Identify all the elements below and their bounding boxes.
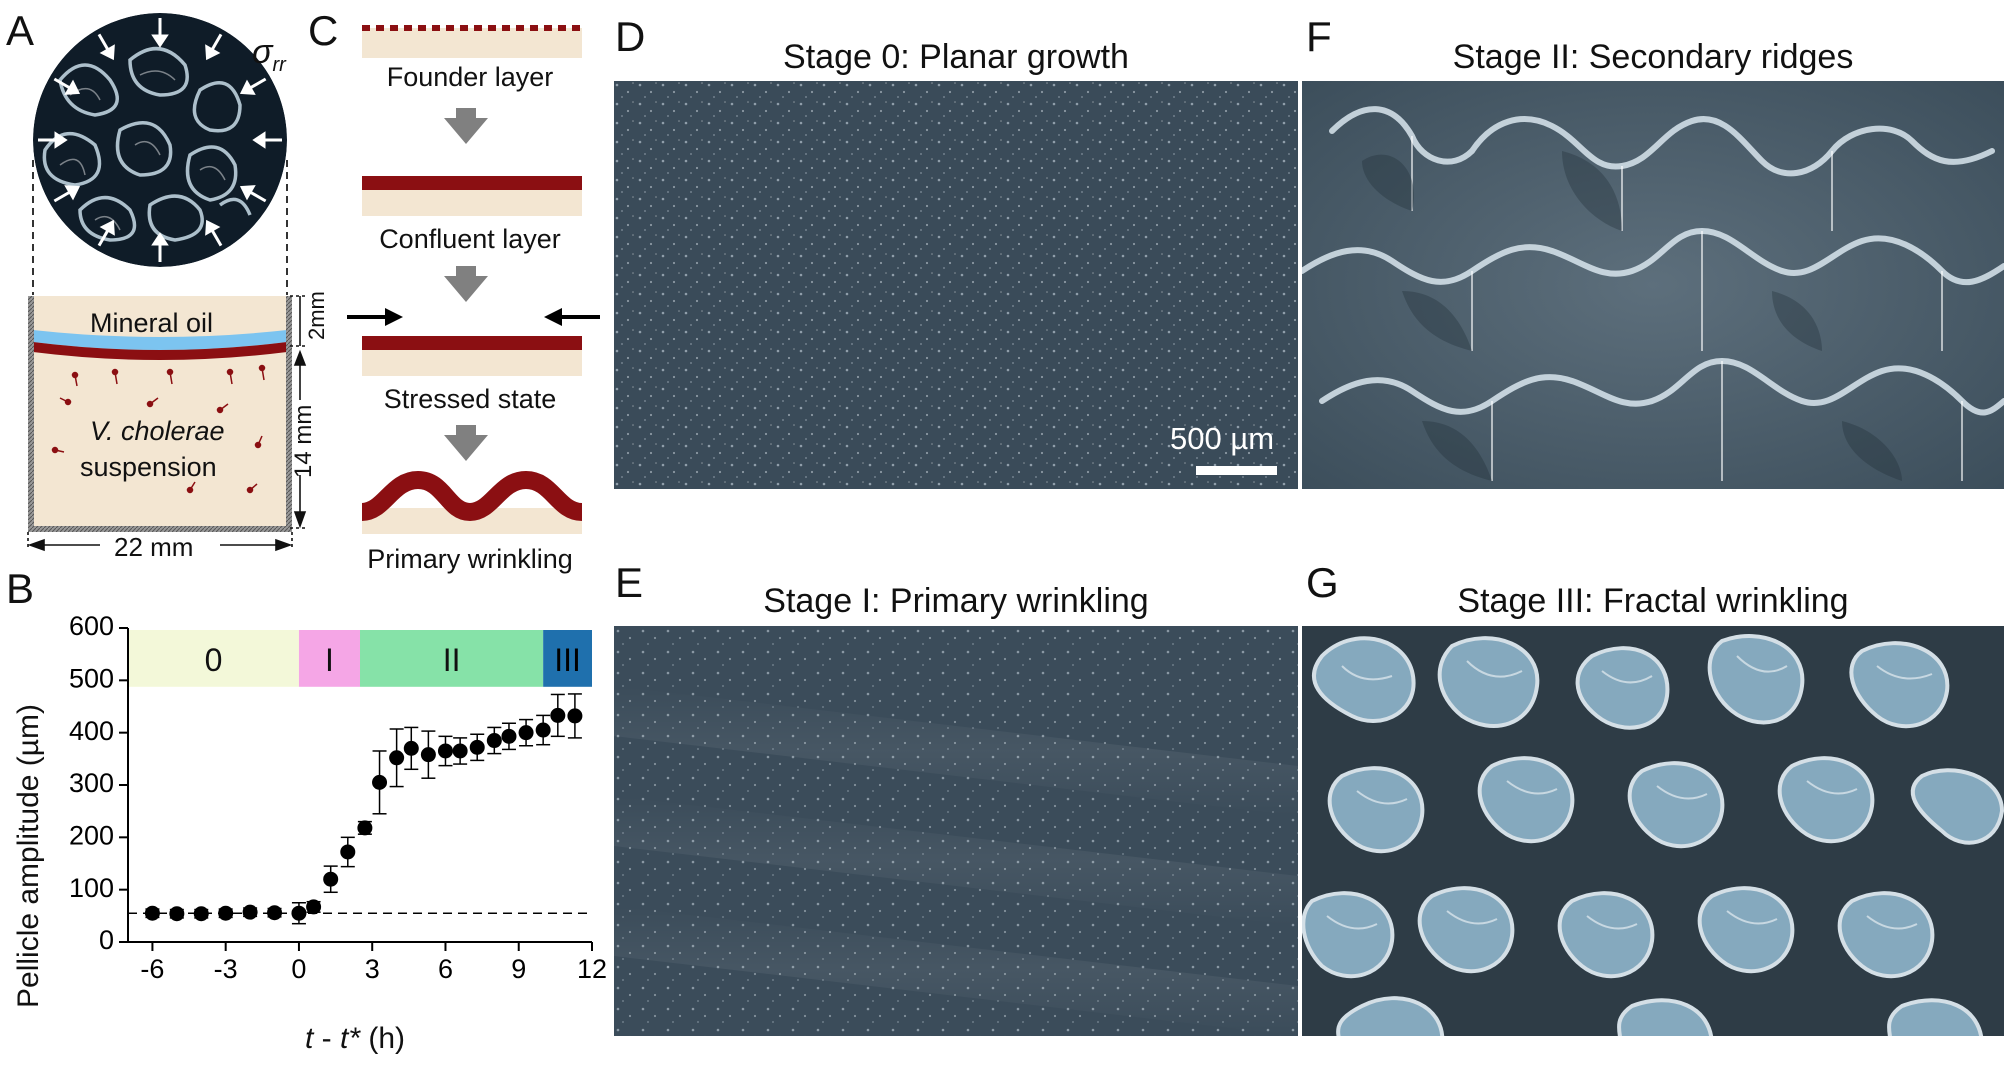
stage2-photo: [1302, 81, 2004, 489]
sigma-label: σrr: [252, 33, 286, 76]
data-point: [550, 707, 566, 723]
y-tick-label: 200: [69, 820, 114, 850]
stage-label: II: [443, 642, 461, 678]
stress-arrows: [38, 18, 282, 262]
oil-layer: [33, 330, 287, 350]
chart-y-label: Pellicle amplitude (µm): [12, 703, 45, 1008]
x-tick-label: 3: [365, 954, 380, 984]
x-tick-label: -6: [140, 954, 164, 984]
step-confluent-layer: Confluent layer: [379, 224, 561, 254]
data-point: [437, 743, 453, 759]
data-point: [267, 905, 283, 921]
stage-band: [543, 630, 592, 687]
panel-a-diagram: [27, 13, 307, 552]
data-point: [357, 820, 373, 836]
x-tick-label: 9: [511, 954, 526, 984]
stage-label: I: [325, 642, 334, 678]
step-founder-layer: Founder layer: [386, 62, 554, 92]
data-point: [218, 905, 234, 921]
stage-band: [360, 630, 544, 687]
dim-2mm: 2mm: [304, 291, 329, 340]
dim-14mm: 14 mm: [290, 404, 317, 478]
panel-label-c: C: [308, 7, 339, 54]
panel-label-b: B: [6, 565, 35, 612]
scale-bar-label: 500 µm: [1170, 421, 1275, 456]
data-point: [306, 899, 322, 915]
data-point: [169, 906, 185, 922]
data-point: [372, 774, 388, 790]
down-arrow-icon: [444, 425, 488, 461]
pellicle-photo-circle: [33, 13, 287, 267]
x-tick-label: -3: [214, 954, 238, 984]
panel-g-title: Stage III: Fractal wrinkling: [1457, 582, 1849, 620]
stage1-photo: [614, 626, 1298, 1036]
step-primary-wrinkling: Primary wrinkling: [367, 544, 573, 574]
stage-band: [298, 630, 360, 687]
y-tick-label: 0: [99, 925, 114, 955]
panel-d-title: Stage 0: Planar growth: [783, 38, 1129, 76]
data-point: [403, 740, 419, 756]
data-point: [501, 728, 517, 744]
down-arrow-icon: [444, 266, 488, 302]
mineral-oil-label: Mineral oil: [90, 308, 214, 338]
stage-label: III: [554, 642, 581, 678]
compression-arrow-left-icon: [347, 308, 403, 326]
y-tick-label: 500: [69, 663, 114, 693]
step-stressed-state: Stressed state: [383, 384, 557, 414]
data-point: [193, 906, 209, 922]
panel-label-e: E: [615, 559, 644, 606]
species-label: V. cholerae: [90, 416, 225, 446]
data-point: [486, 733, 502, 749]
data-point: [340, 844, 356, 860]
data-point: [469, 739, 485, 755]
data-point: [291, 905, 307, 921]
data-point: [535, 722, 551, 738]
y-tick-label: 100: [69, 873, 114, 903]
x-tick-label: 6: [438, 954, 453, 984]
y-tick-label: 300: [69, 768, 114, 798]
suspension-label: suspension: [80, 452, 217, 482]
panel-e-title: Stage I: Primary wrinkling: [763, 582, 1149, 620]
data-point: [567, 708, 583, 724]
stage-band: [128, 630, 299, 687]
data-point: [144, 905, 160, 921]
down-arrow-icon: [444, 108, 488, 144]
panel-label-a: A: [6, 7, 35, 54]
panel-f-title: Stage II: Secondary ridges: [1452, 38, 1854, 76]
dim-22mm: 22 mm: [114, 532, 194, 562]
data-point: [420, 747, 436, 763]
data-point: [452, 743, 468, 759]
y-tick-label: 600: [69, 611, 114, 641]
x-tick-label: 0: [291, 954, 306, 984]
y-tick-label: 400: [69, 716, 114, 746]
scale-bar: [1196, 466, 1277, 475]
data-point: [518, 725, 534, 741]
compression-arrow-right-icon: [544, 308, 600, 326]
stage0-photo: [614, 81, 1298, 489]
data-point: [323, 871, 339, 887]
stage3-photo: [1302, 626, 2004, 1036]
stage-label: 0: [205, 642, 223, 678]
x-tick-label: 12: [577, 954, 607, 984]
data-point: [389, 750, 405, 766]
pellicle-layer: [33, 342, 287, 360]
panel-label-d: D: [615, 13, 646, 60]
panel-label-g: G: [1306, 559, 1339, 606]
data-point: [242, 904, 258, 920]
panel-label-f: F: [1306, 13, 1332, 60]
chart-x-label: t - t* (h): [305, 1022, 406, 1055]
panel-c-diagram: [360, 25, 584, 534]
